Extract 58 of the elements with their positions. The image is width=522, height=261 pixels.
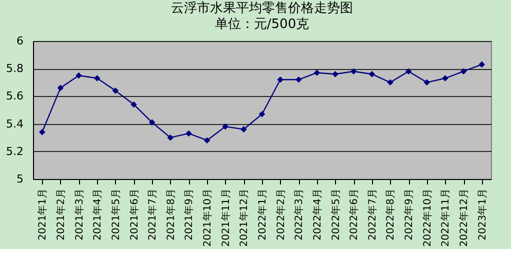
x-tick-label: 2022年4月: [311, 188, 324, 240]
x-tick-label: 2021年8月: [164, 188, 177, 240]
x-tick-label: 2022年12月: [458, 188, 470, 247]
x-tick-label: 2022年1月: [256, 188, 268, 240]
point: [130, 101, 137, 108]
x-tick-label: 2022年3月: [293, 188, 306, 240]
point: [368, 70, 376, 78]
point: [167, 134, 174, 141]
x-tick-label: 2022年7月: [366, 188, 378, 240]
x-tick-label: 2021年2月: [54, 188, 67, 240]
x-tick-label: 2022年11月: [440, 188, 452, 247]
y-tick-label: 5.2: [6, 144, 24, 158]
x-tick-label: 2022年10月: [421, 188, 434, 247]
point: [314, 70, 320, 76]
x-tick-label: 2021年1月: [36, 188, 49, 240]
x-tick-label: 2021年10月: [202, 188, 214, 247]
x-tick-label: 2021年5月: [110, 188, 122, 240]
point: [39, 128, 46, 136]
x-tick-label: 2022年5月: [330, 188, 342, 240]
point: [240, 126, 247, 132]
point: [387, 79, 394, 86]
point: [460, 68, 467, 75]
point: [277, 76, 284, 83]
x-tick-label: 2021年12月: [238, 188, 250, 247]
point: [350, 68, 357, 75]
y-tick-label: 5.6: [6, 90, 24, 103]
x-tick-label: 2021年11月: [220, 188, 232, 247]
x-tick-label: 2021年7月: [146, 188, 159, 240]
point: [76, 72, 82, 79]
y-tick-label: 6: [16, 34, 24, 48]
point: [424, 79, 430, 86]
point: [442, 75, 448, 82]
point: [204, 137, 210, 144]
chart-title: 云浮市水果平均零售价格走势图: [171, 1, 353, 16]
point: [94, 75, 100, 82]
x-tick-label: 2023年1月: [476, 188, 488, 240]
point: [405, 68, 412, 75]
x-tick-label: 2021年3月: [73, 188, 86, 240]
x-tick-label: 2021年9月: [183, 188, 196, 240]
point: [186, 130, 192, 137]
point: [112, 88, 119, 94]
y-tick-label: 5: [16, 172, 24, 186]
x-tick-label: 2021年6月: [128, 188, 140, 240]
point: [258, 110, 266, 118]
point: [148, 119, 156, 126]
x-tick-label: 2022年2月: [274, 188, 287, 240]
y-tick-label: 5.8: [6, 62, 24, 76]
point: [222, 123, 229, 130]
point: [57, 84, 64, 92]
point: [478, 61, 485, 68]
x-tick-label: 2022年6月: [348, 188, 360, 240]
y-tick-label: 5.4: [6, 117, 24, 130]
x-tick-label: 2021年4月: [92, 188, 104, 240]
x-tick-label: 2022年8月: [384, 188, 397, 240]
x-tick-label: 2022年9月: [403, 188, 416, 240]
chart-subtitle: 单位：元/500克: [214, 17, 310, 32]
point: [332, 70, 338, 78]
point: [295, 76, 302, 83]
